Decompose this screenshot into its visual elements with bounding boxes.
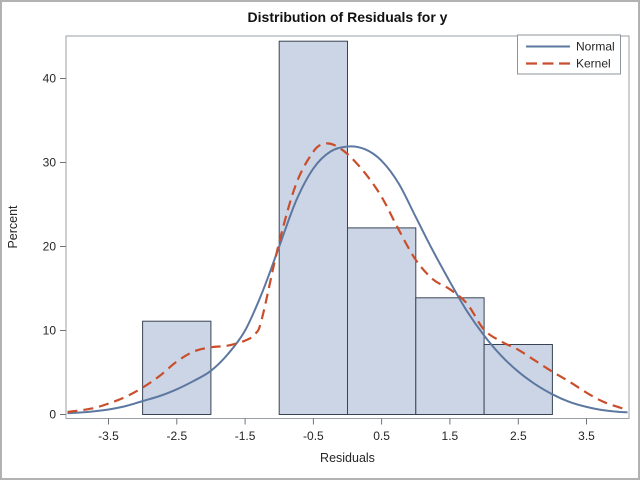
plot-area (65, 35, 630, 419)
x-tick-label: -0.5 (303, 429, 324, 443)
x-tick-label: 3.5 (578, 429, 595, 443)
histogram-bars (142, 40, 553, 416)
legend: Normal Kernel (517, 34, 621, 75)
histogram-bar (415, 297, 485, 415)
y-axis-label: Percent (6, 205, 20, 249)
histogram-bar (483, 344, 553, 415)
y-tick-label: 0 (49, 408, 56, 422)
y-tick-label: 40 (43, 72, 57, 86)
histogram-bar (142, 320, 212, 416)
x-tick-label: 1.5 (442, 429, 459, 443)
histogram-bar (347, 227, 417, 415)
x-tick-label: -2.5 (166, 429, 187, 443)
kernel-curve (67, 142, 628, 414)
y-axis: 0 10 20 30 40 (43, 72, 66, 422)
legend-normal-label: Normal (576, 40, 615, 54)
x-tick-label: 0.5 (373, 429, 390, 443)
x-tick-label: 2.5 (510, 429, 527, 443)
y-tick-label: 20 (43, 240, 57, 254)
x-axis-label: Residuals (320, 451, 375, 465)
y-tick-label: 10 (43, 324, 57, 338)
y-tick-label: 30 (43, 156, 57, 170)
x-tick-label: -3.5 (98, 429, 119, 443)
x-axis: -3.5 -2.5 -1.5 -0.5 0.5 1.5 2.5 3.5 (98, 418, 595, 443)
legend-kernel-label: Kernel (576, 57, 611, 71)
chart-title: Distribution of Residuals for y (248, 9, 448, 25)
histogram-bar (278, 40, 349, 415)
normal-curve (67, 145, 628, 415)
legend-box (517, 34, 621, 75)
x-tick-label: -1.5 (235, 429, 256, 443)
